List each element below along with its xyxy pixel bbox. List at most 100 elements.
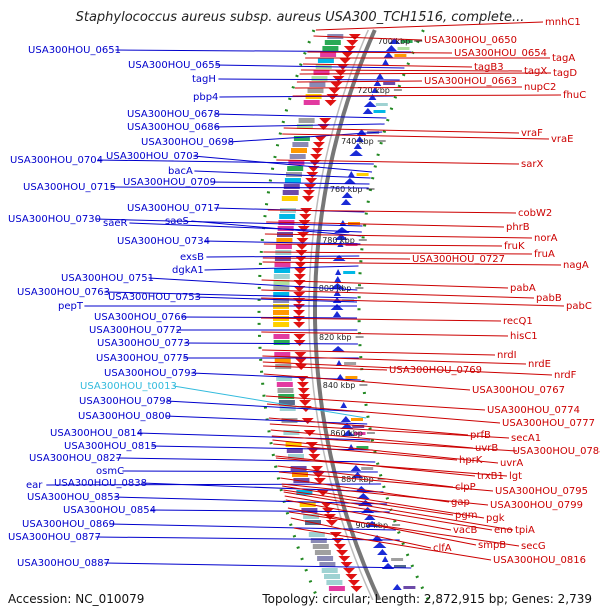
forward-cog-band: [375, 103, 388, 106]
gene-label-right[interactable]: gap: [451, 497, 470, 508]
gene-label-right[interactable]: secG: [521, 541, 546, 552]
gene-label-right[interactable]: tpiA: [515, 525, 535, 536]
gene-label-right[interactable]: nrdE: [528, 359, 551, 370]
gene-label-left[interactable]: USA300HOU_0772: [89, 325, 182, 336]
gene-label-left[interactable]: bacA: [168, 166, 193, 177]
gene-label-right[interactable]: fruK: [504, 241, 525, 252]
gene-label-right[interactable]: cobW2: [518, 208, 552, 219]
gene-label-right[interactable]: fruA: [534, 249, 555, 260]
gene-label-right[interactable]: uvrB: [475, 443, 498, 454]
gene-label-right[interactable]: uvrA: [500, 458, 523, 469]
gene-label-left[interactable]: USA300HOU_0877: [8, 532, 101, 543]
gene-label-right[interactable]: USA300HOU_0774: [487, 405, 580, 416]
gene-label-left[interactable]: USA300HOU_0793: [104, 368, 197, 379]
gene-label-left[interactable]: USA300HOU_0717: [127, 203, 220, 214]
gene-label-right[interactable]: USA300HOU_0650: [424, 35, 517, 46]
gene-label-right[interactable]: pabA: [510, 283, 536, 294]
gene-label-left[interactable]: USA300HOU_0887: [17, 558, 110, 569]
gene-label-left[interactable]: USA300HOU_0709: [123, 177, 216, 188]
gene-label-right[interactable]: tagD: [553, 68, 577, 79]
gene-label-right[interactable]: nupC2: [524, 82, 556, 93]
gene-label-left[interactable]: USA300HOU_0655: [128, 60, 221, 71]
gene-label-right[interactable]: USA300HOU_0816: [493, 555, 586, 566]
gene-label-right[interactable]: USA300HOU_0654: [454, 48, 547, 59]
gene-label-left[interactable]: USA300HOU_0753: [108, 292, 201, 303]
gene-label-right[interactable]: trxB1: [477, 471, 504, 482]
gene-label-right[interactable]: clfA: [433, 543, 452, 554]
gene-label-left[interactable]: tagH: [192, 74, 216, 85]
gene-label-right[interactable]: USA300HOU_0799: [490, 500, 583, 511]
gene-label-left[interactable]: USA300HOU_0775: [96, 353, 189, 364]
gene-label-right[interactable]: sarX: [521, 159, 543, 170]
gene-label-left[interactable]: USA300HOU_0814: [50, 428, 143, 439]
gene-label-right[interactable]: prfB: [470, 430, 491, 441]
gene-label-left[interactable]: pepT: [58, 301, 84, 312]
gene-label-left[interactable]: saeR: [103, 218, 127, 229]
gene-label-left[interactable]: USA300HOU_0698: [141, 137, 234, 148]
gene-label-left[interactable]: USA300HOU_0773: [97, 338, 190, 349]
forward-gene-mark: [362, 108, 374, 114]
gene-label-right[interactable]: USA300HOU_0663: [424, 76, 517, 87]
gene-label-left[interactable]: USA300HOU_0838: [54, 478, 147, 489]
gene-label-right[interactable]: pabC: [566, 301, 592, 312]
gene-label-left[interactable]: USA300HOU_0704: [10, 155, 103, 166]
gene-label-right[interactable]: tagX: [524, 66, 547, 77]
gene-label-right[interactable]: phrB: [506, 222, 530, 233]
gene-label-right[interactable]: nrdI: [497, 350, 517, 361]
gene-label-right[interactable]: nagA: [563, 260, 589, 271]
gene-label-left[interactable]: USA300HOU_0734: [117, 236, 210, 247]
gene-label-right[interactable]: vraF: [521, 128, 543, 139]
gene-label-right[interactable]: USA300HOU_0795: [495, 486, 588, 497]
gene-label-left[interactable]: USA300HOU_0686: [127, 122, 220, 133]
gene-label-left[interactable]: USA300HOU_0800: [78, 411, 171, 422]
gene-label-right[interactable]: vraE: [551, 134, 573, 145]
gene-label-left[interactable]: USA300HOU_0869: [22, 519, 115, 530]
gene-label-left[interactable]: USA300HOU_0853: [27, 492, 120, 503]
gene-label-right[interactable]: clpP: [455, 482, 476, 493]
gene-label-left[interactable]: USA300HOU_0651: [28, 45, 121, 56]
leader-line-left: [116, 457, 376, 463]
gene-label-left[interactable]: USA300HOU_0715: [23, 182, 116, 193]
gene-label-left[interactable]: USA300HOU_0678: [127, 109, 220, 120]
gene-label-left[interactable]: dgkA1: [172, 265, 204, 276]
gene-label-left[interactable]: ear: [26, 480, 43, 491]
gene-label-right[interactable]: pgm: [455, 510, 477, 521]
gene-label-right[interactable]: USA300HOU_0769: [389, 365, 482, 376]
gene-label-right[interactable]: vacB: [453, 525, 478, 536]
gene-label-left[interactable]: USA300HOU_0763: [17, 287, 110, 298]
gene-label-right[interactable]: tagB3: [474, 62, 504, 73]
gene-label-right[interactable]: mnhC1: [545, 17, 581, 28]
gene-label-right[interactable]: smpB: [478, 540, 506, 551]
gene-label-right[interactable]: USA300HOU_0767: [472, 385, 565, 396]
gene-label-left[interactable]: USA300HOU_0798: [79, 396, 172, 407]
gene-label-right[interactable]: eno: [494, 525, 513, 536]
gene-label-right[interactable]: hisC1: [510, 331, 538, 342]
gene-label-left[interactable]: USA300HOU_0815: [64, 441, 157, 452]
gene-label-right[interactable]: pgk: [486, 513, 505, 524]
gene-label-left[interactable]: USA300HOU_0854: [63, 505, 156, 516]
gene-label-right[interactable]: hprK: [459, 455, 483, 466]
gene-label-left[interactable]: USA300HOU_t0013: [80, 381, 177, 392]
gene-label-right[interactable]: fhuC: [563, 90, 586, 101]
gene-label-left[interactable]: exsB: [180, 252, 204, 263]
gene-label-right[interactable]: norA: [534, 233, 558, 244]
gene-label-left[interactable]: saeS: [165, 216, 189, 227]
gene-label-left[interactable]: USA300HOU_0751: [61, 273, 154, 284]
gene-label-right[interactable]: USA300HOU_0727: [412, 254, 505, 265]
gene-label-right[interactable]: pabB: [536, 293, 562, 304]
gene-label-right[interactable]: recQ1: [503, 316, 533, 327]
gene-label-left[interactable]: osmC: [96, 466, 124, 477]
gene-label-right[interactable]: tagA: [552, 53, 575, 64]
gene-label-left[interactable]: USA300HOU_0703: [106, 151, 199, 162]
gene-label-right[interactable]: USA300HOU_0777: [502, 418, 595, 429]
reverse-gene-mark: [294, 256, 307, 262]
gene-label-left[interactable]: USA300HOU_0827: [29, 453, 122, 464]
gene-label-left[interactable]: USA300HOU_0766: [94, 312, 187, 323]
reverse-cog-band: [277, 388, 294, 393]
gene-label-left[interactable]: USA300HOU_0730: [8, 214, 101, 225]
gene-label-right[interactable]: secA1: [511, 433, 541, 444]
gene-label-right[interactable]: nrdF: [554, 370, 577, 381]
gene-label-left[interactable]: pbp4: [193, 92, 218, 103]
gene-label-right[interactable]: USA300HOU_0784: [513, 446, 600, 457]
gene-label-right[interactable]: lgt: [509, 471, 522, 482]
